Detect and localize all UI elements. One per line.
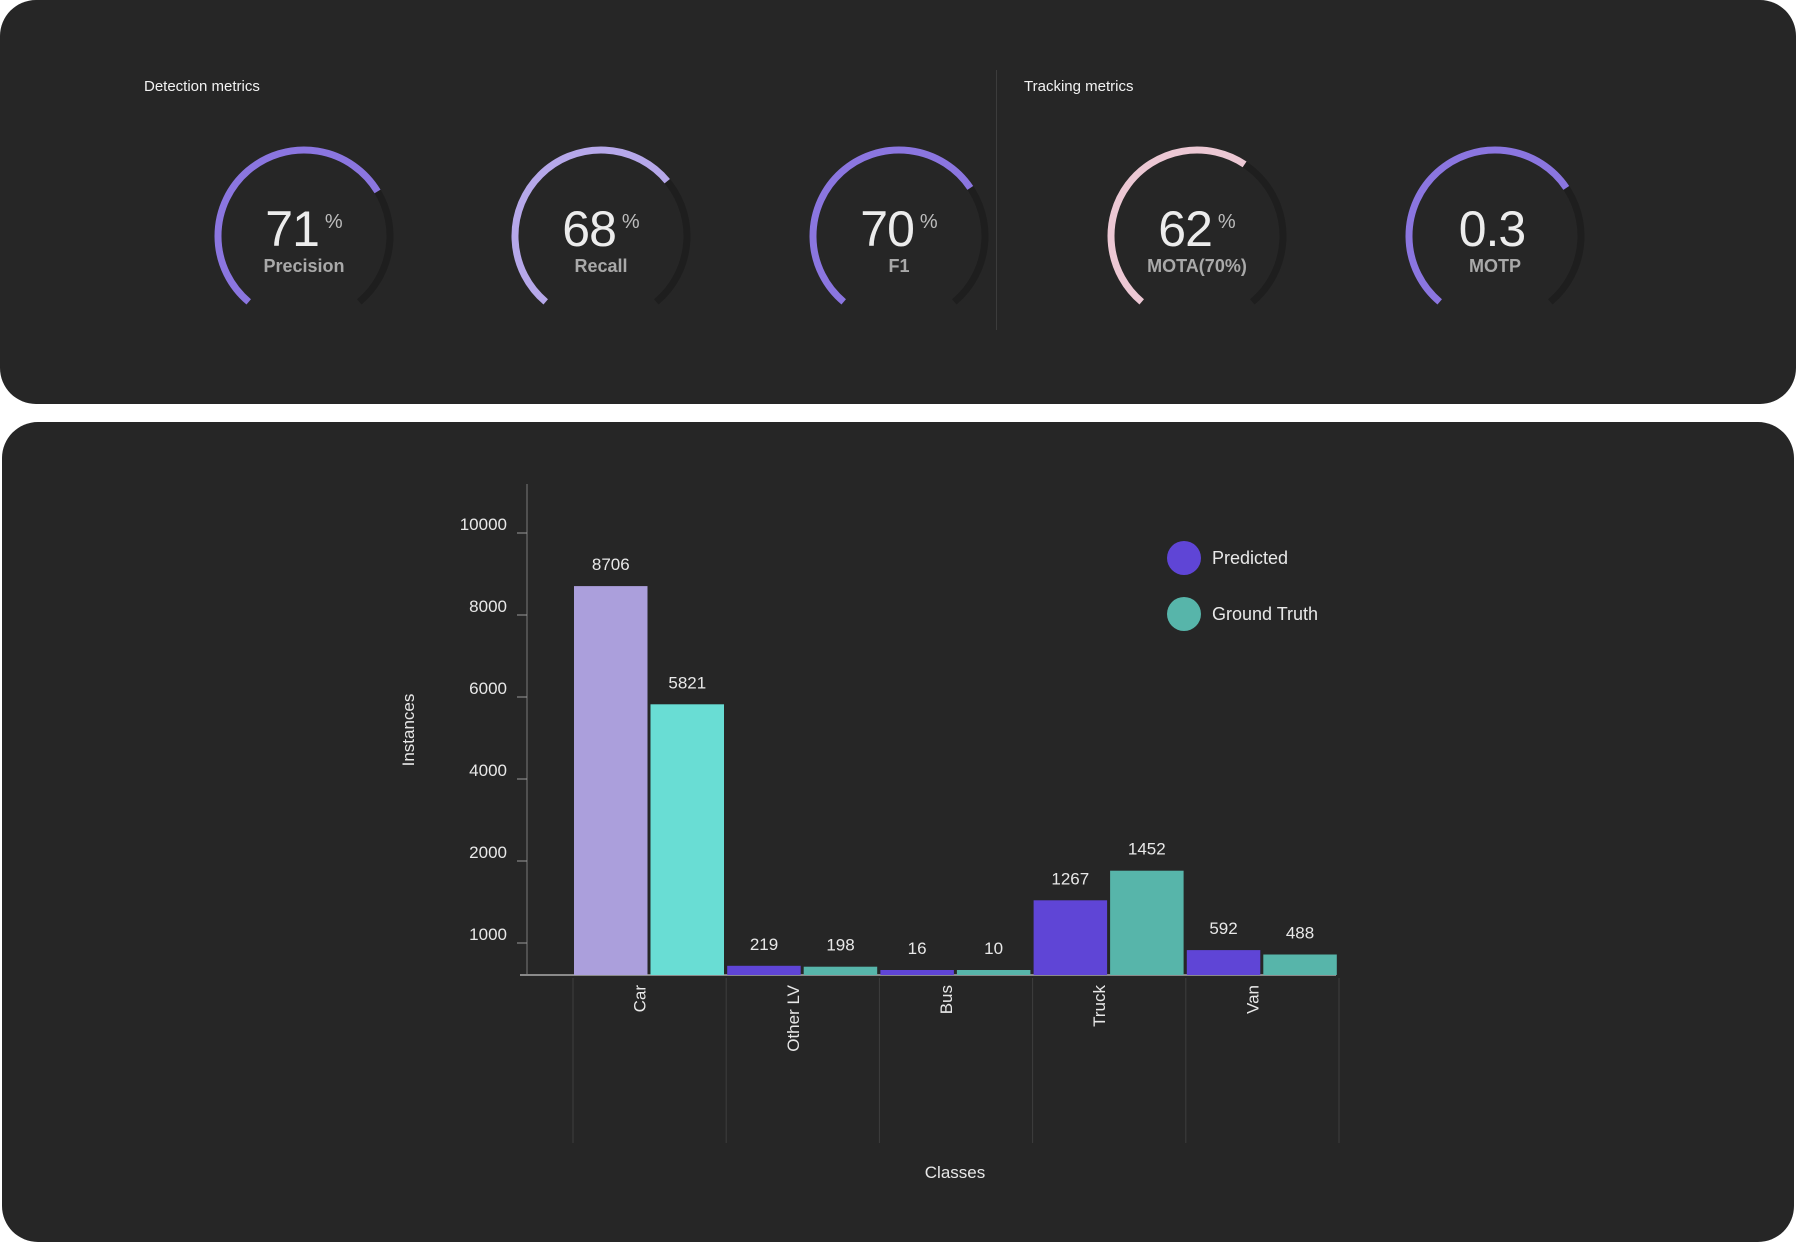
precision-gauge: 71% Precision	[204, 146, 404, 310]
bar-value-label: 1267	[1051, 869, 1089, 888]
chart-panel	[2, 422, 1794, 1242]
recall-gauge-arc	[511, 146, 691, 305]
bar-predicted	[880, 970, 954, 975]
precision-gauge-arc	[214, 146, 394, 305]
legend-label: Ground Truth	[1212, 604, 1318, 624]
recall-value: 68%	[562, 201, 640, 257]
x-tick-label: Car	[631, 985, 650, 1013]
mota-gauge: 62% MOTA(70%)	[1097, 146, 1297, 310]
mota-value: 62%	[1158, 201, 1236, 257]
bar-value-label: 10	[984, 939, 1003, 958]
bar-predicted	[574, 586, 648, 975]
bar-value-label: 1452	[1128, 840, 1166, 859]
f1-label: F1	[888, 256, 910, 276]
recall-gauge: 68% Recall	[501, 146, 701, 310]
mota-gauge-arc	[1107, 146, 1287, 305]
y-axis-label: Instances	[399, 694, 418, 767]
bar-predicted	[1186, 950, 1261, 975]
bar-value-label: 592	[1209, 919, 1237, 938]
recall-label: Recall	[574, 256, 628, 276]
bar-ground-truth	[803, 966, 878, 975]
detection-metrics-title: Detection metrics	[144, 78, 260, 95]
f1-gauge-arc	[809, 146, 989, 305]
y-tick-label: 8000	[469, 597, 507, 616]
legend-marker	[1167, 541, 1201, 575]
bar-value-label: 219	[750, 935, 778, 954]
y-tick-label: 6000	[469, 679, 507, 698]
x-tick-label: Van	[1243, 985, 1262, 1014]
bar-predicted	[1033, 900, 1108, 975]
x-axis-label: Classes	[925, 1163, 985, 1182]
x-tick-label: Bus	[937, 985, 956, 1014]
bar-value-label: 488	[1286, 924, 1314, 943]
precision-value: 71%	[265, 201, 343, 257]
bar-value-label: 5821	[668, 673, 706, 692]
x-tick-label: Truck	[1090, 985, 1109, 1027]
precision-label: Precision	[263, 256, 345, 276]
y-tick-label: 10000	[460, 515, 507, 534]
bar-predicted	[727, 965, 801, 975]
motp-label: MOTP	[1469, 256, 1521, 276]
mota-label: MOTA(70%)	[1147, 256, 1247, 276]
bar-ground-truth	[650, 704, 724, 975]
bar-value-label: 198	[826, 936, 854, 955]
bar-value-label: 16	[908, 939, 927, 958]
motp-gauge-arc	[1405, 146, 1585, 305]
gauge-fill	[1405, 146, 1570, 305]
legend-marker	[1167, 597, 1201, 631]
f1-gauge: 70% F1	[799, 146, 999, 310]
legend-label: Predicted	[1212, 548, 1288, 568]
motp-gauge: 0.3 MOTP	[1395, 146, 1595, 310]
motp-value: 0.3	[1458, 201, 1527, 257]
metrics-panel: Detection metrics Tracking metrics 71% P…	[0, 0, 1796, 404]
section-divider	[996, 70, 997, 330]
y-tick-label: 4000	[469, 761, 507, 780]
f1-value: 70%	[860, 201, 938, 257]
y-tick-label: 1000	[469, 925, 507, 944]
gauge-fill	[1107, 146, 1247, 305]
bar-value-label: 8706	[592, 555, 630, 574]
y-tick-label: 2000	[469, 843, 507, 862]
bar-ground-truth	[956, 970, 1031, 975]
bar-ground-truth	[1263, 954, 1337, 975]
gauge-fill	[511, 146, 670, 305]
x-tick-label: Other LV	[784, 984, 803, 1051]
bar-ground-truth	[1110, 870, 1184, 975]
gauge-fill	[214, 146, 381, 305]
gauge-fill	[809, 146, 974, 305]
tracking-metrics-title: Tracking metrics	[1024, 78, 1134, 95]
